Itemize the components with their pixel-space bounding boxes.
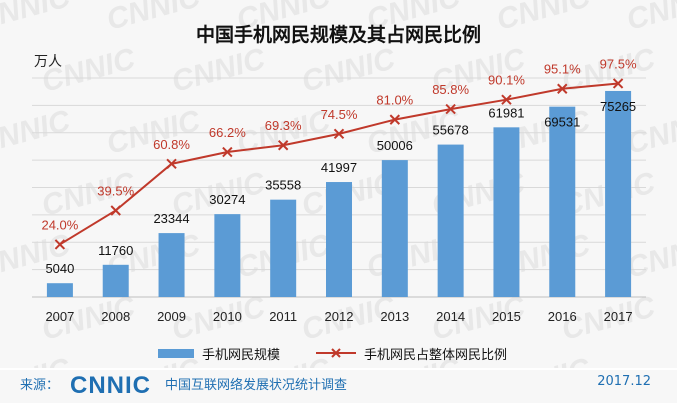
- bar-2015: [493, 127, 520, 297]
- ratio-label-2007: 24.0%: [41, 217, 78, 232]
- bar-value-label-2015: 61981: [488, 105, 524, 120]
- x-tick-label-2009: 2009: [157, 309, 186, 324]
- ratio-label-2017: 97.5%: [600, 56, 637, 71]
- ratio-label-2008: 39.5%: [97, 183, 134, 198]
- bar-2014: [437, 144, 464, 297]
- ratio-point-2008: [110, 205, 121, 216]
- x-tick-label-2017: 2017: [604, 309, 633, 324]
- chart-plot-area: 2007 2008 2009 2010 2011 2012 2013 2014 2015 2016…: [32, 56, 646, 324]
- bar-2016: [549, 106, 576, 297]
- bar-2011: [270, 199, 297, 297]
- bar-value-label-2010: 30274: [209, 192, 245, 207]
- legend-line-label: 手机网民占整体网民比例: [364, 347, 508, 363]
- x-tick-label-2010: 2010: [213, 309, 242, 324]
- chart-title: 中国手机网民规模及其占网民比例: [195, 24, 481, 46]
- bar-value-label-2011: 35558: [265, 178, 301, 193]
- bar-2009: [158, 233, 185, 297]
- x-tick-label-2015: 2015: [492, 309, 521, 324]
- ratio-label-2011: 69.3%: [265, 118, 302, 133]
- ratio-point-2015: [501, 94, 512, 105]
- ratio-point-2017: [612, 78, 624, 89]
- ratio-label-2013: 81.0%: [376, 93, 413, 108]
- bar-2010: [214, 214, 241, 297]
- ratio-label-2014: 85.8%: [432, 82, 469, 97]
- bar-2008: [102, 264, 129, 297]
- bar-2013: [381, 160, 408, 297]
- x-tick-label-2008: 2008: [101, 309, 130, 324]
- bar-value-label-2009: 23344: [153, 211, 189, 226]
- ratio-point-2010: [222, 146, 233, 158]
- ratio-label-2009: 60.8%: [153, 137, 190, 152]
- bar-2012: [326, 182, 352, 297]
- ratio-point-2009: [166, 158, 177, 170]
- x-tick-label-2007: 2007: [45, 309, 74, 324]
- x-tick-label-2014: 2014: [436, 309, 465, 324]
- ratio-point-2012: [333, 128, 345, 140]
- ratio-label-2012: 74.5%: [321, 107, 358, 122]
- ratio-point-2007: [54, 239, 66, 250]
- report-title: 中国互联网络发展状况统计调查: [165, 378, 348, 393]
- bar-value-label-2007: 5040: [45, 261, 74, 276]
- ratio-point-2011: [277, 140, 289, 151]
- x-tick-label-2013: 2013: [380, 309, 409, 324]
- report-date: 2017.12: [597, 374, 651, 389]
- legend-line-swatch: [316, 348, 356, 358]
- bar-value-label-2012: 41997: [321, 160, 357, 175]
- bar-value-label-2014: 55678: [433, 123, 469, 138]
- chart-legend: 手机网民规模 手机网民占整体网民比例: [0, 343, 677, 365]
- ratio-point-2013: [389, 114, 401, 125]
- bar-value-label-2013: 50006: [377, 138, 413, 153]
- x-tick-label-2012: 2012: [325, 309, 354, 324]
- ratio-label-2010: 66.2%: [209, 125, 246, 140]
- source-label: 来源：: [20, 378, 60, 393]
- bar-value-label-2017: 75265: [600, 99, 636, 114]
- bar-2007: [46, 283, 73, 297]
- ratio-point-2016: [557, 83, 568, 94]
- legend-item-bar: 手机网民规模: [158, 343, 280, 363]
- legend-bar-swatch: [158, 348, 194, 358]
- source-footer: 来源： CNNIC 中国互联网络发展状况统计调查 2017.12: [0, 370, 677, 403]
- bar-value-label-2008: 11760: [98, 243, 133, 258]
- ratio-label-2015: 90.1%: [488, 73, 525, 88]
- y-axis-unit-label: 万人: [34, 54, 62, 70]
- cnnic-logo: CNNIC: [70, 372, 151, 399]
- ratio-point-2014: [445, 103, 456, 115]
- x-tick-label-2016: 2016: [548, 309, 577, 324]
- footer-divider: [0, 368, 677, 370]
- ratio-label-2016: 95.1%: [544, 62, 581, 77]
- legend-bar-label: 手机网民规模: [202, 347, 281, 363]
- legend-item-line: 手机网民占整体网民比例: [316, 343, 507, 363]
- bar-value-label-2016: 69531: [544, 115, 580, 130]
- bar-2017: [605, 90, 632, 297]
- x-tick-label-2011: 2011: [269, 309, 297, 324]
